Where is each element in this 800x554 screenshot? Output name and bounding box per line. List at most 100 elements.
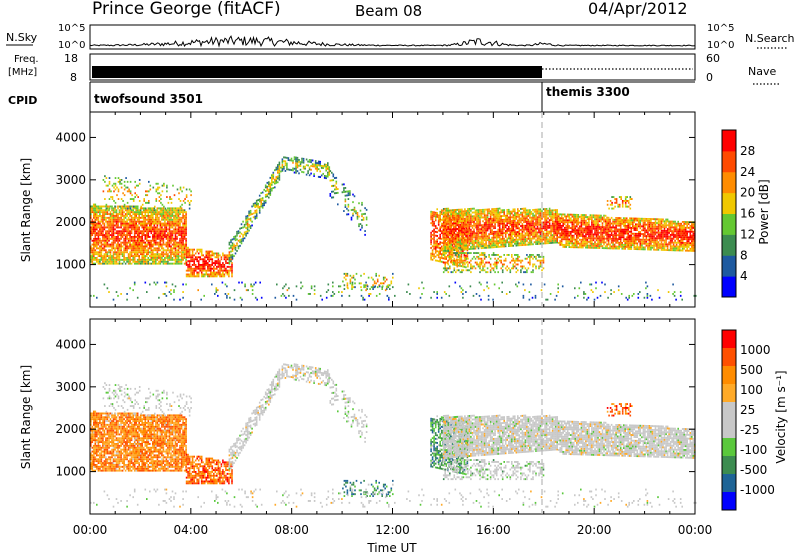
power-cell: [106, 207, 109, 210]
power-cell: [509, 218, 512, 221]
power-cell: [90, 215, 92, 217]
power-cell: [455, 241, 457, 244]
power-cell: [187, 273, 189, 276]
power-cell: [385, 278, 388, 281]
cpid-label: CPID: [8, 94, 37, 107]
power-cell: [450, 218, 453, 221]
power-cell: [121, 232, 124, 235]
power-cell: [573, 238, 575, 241]
power-cell: [226, 258, 229, 261]
power-cell: [447, 247, 450, 250]
power-cell: [183, 216, 186, 219]
power-cell: [470, 223, 472, 225]
power-cell: [162, 241, 165, 244]
power-cell: [145, 194, 147, 197]
power-cell: [344, 198, 347, 201]
power-cell: [559, 232, 561, 235]
power-cell: [470, 238, 472, 241]
power-cell: [275, 178, 278, 180]
power-cell: [97, 241, 100, 244]
power-cell: [167, 241, 169, 244]
power-cell: [501, 236, 504, 238]
power-cell: [521, 211, 524, 214]
power-cell: [258, 194, 261, 197]
power-cell: [473, 236, 475, 239]
power-cell: [563, 234, 566, 237]
power-cell: [159, 232, 162, 235]
power-cell: [269, 182, 272, 185]
power-cell: [177, 253, 180, 256]
cpid-row: CPID twofsound 3501 themis 3300: [8, 81, 695, 112]
power-cell: [114, 249, 116, 252]
power-cell: [562, 244, 564, 246]
power-cell: [360, 274, 362, 277]
power-cell: [266, 181, 269, 184]
power-cell: [511, 244, 513, 247]
power-cell: [119, 180, 121, 183]
power-cell: [261, 191, 264, 194]
power-cell: [158, 196, 161, 198]
power-cell: [208, 254, 211, 257]
power-cell: [489, 225, 492, 228]
power-cell: [93, 247, 95, 250]
power-cell: [450, 230, 453, 233]
power-cell: [180, 239, 183, 242]
power-cell: [588, 218, 590, 220]
power-cell: [544, 225, 546, 228]
power-cell: [161, 190, 164, 193]
power-cell: [147, 230, 150, 233]
power-cell: [127, 247, 130, 250]
power-cell: [456, 254, 458, 257]
power-cell: [139, 251, 142, 254]
power-cell: [156, 247, 159, 250]
power-cell: [550, 238, 552, 240]
power-cell: [559, 221, 561, 223]
power-cell: [121, 222, 124, 225]
power-cell: [202, 260, 204, 263]
power-cell: [455, 247, 457, 250]
power-cell: [115, 262, 118, 265]
power-cell: [346, 272, 349, 275]
power-cell: [180, 262, 183, 265]
power-cell: [117, 247, 119, 250]
power-cell: [566, 236, 569, 239]
power-cell: [538, 216, 540, 219]
power-cell: [447, 254, 449, 257]
power-cell: [99, 245, 101, 248]
power-cell: [127, 257, 130, 259]
power-cell: [111, 243, 113, 246]
power-cell: [103, 255, 106, 257]
power-cell: [570, 238, 572, 241]
power-cell: [146, 224, 148, 227]
power-cell: [165, 230, 168, 233]
power-cell: [463, 265, 466, 268]
power-cell: [185, 228, 187, 231]
power-cell: [479, 228, 481, 231]
power-cell: [156, 215, 159, 217]
power-cell: [592, 243, 595, 245]
power-cell: [91, 255, 94, 257]
power-cell: [334, 184, 336, 187]
power-cell: [551, 211, 554, 214]
power-cell: [257, 199, 259, 201]
power-cell: [470, 213, 472, 216]
power-cell: [103, 222, 106, 225]
power-cell: [461, 210, 463, 213]
power-cell: [152, 215, 154, 217]
power-cell: [529, 220, 531, 223]
power-cell: [133, 251, 136, 254]
power-cell: [595, 229, 598, 232]
power-cell: [117, 258, 119, 261]
power-cell: [456, 249, 459, 251]
power-cell: [468, 209, 471, 212]
power-cell: [551, 236, 554, 238]
power-cell: [228, 257, 231, 259]
power-cell: [495, 215, 498, 218]
power-cell: [372, 278, 374, 281]
power-cell: [174, 255, 177, 257]
power-cell: [439, 218, 441, 221]
power-cell: [550, 230, 552, 233]
power-cell: [509, 243, 512, 245]
power-cell: [127, 216, 130, 219]
power-cell: [453, 228, 456, 231]
